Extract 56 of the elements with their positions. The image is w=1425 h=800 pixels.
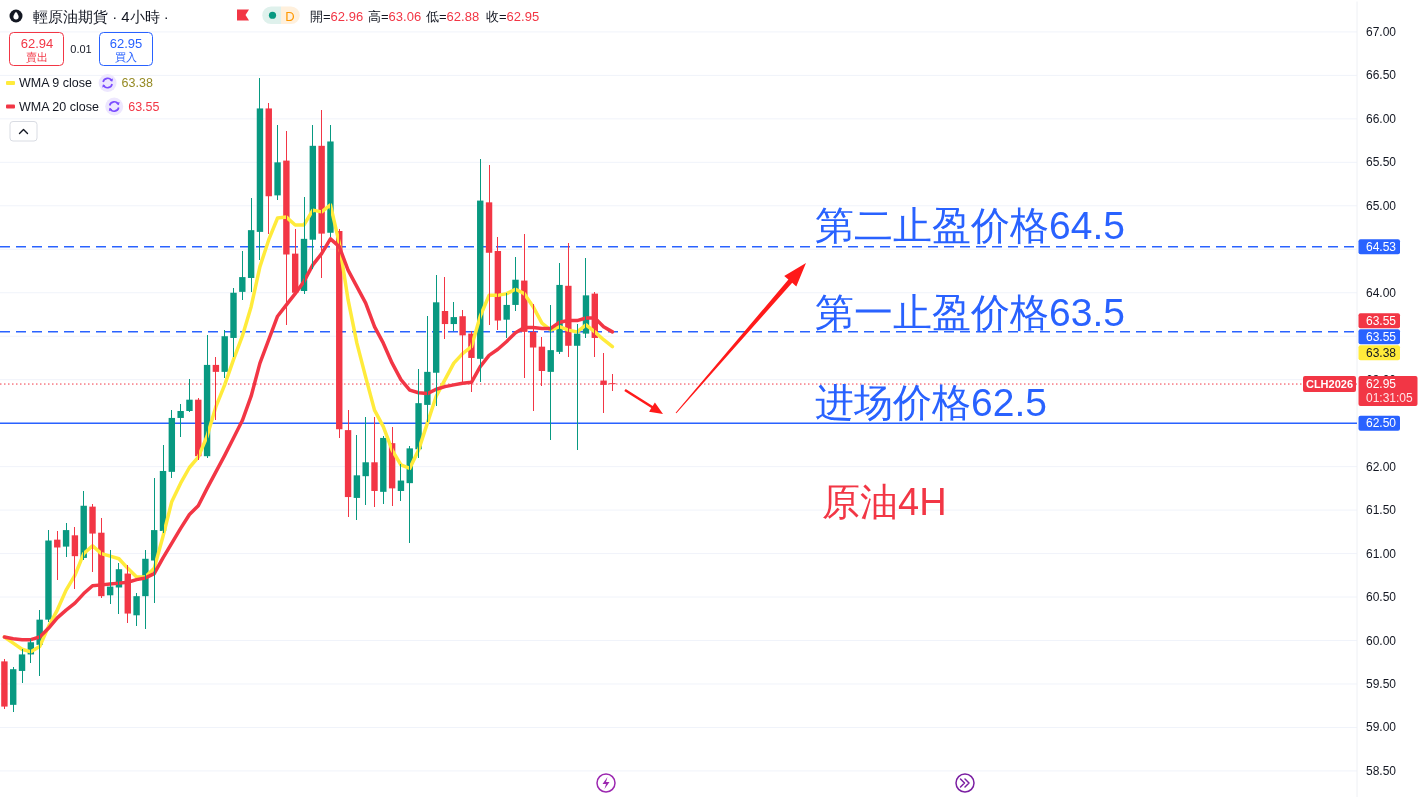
y-tick-label: 66.50 [1366,68,1397,83]
annotation: 63.55 [128,99,160,114]
legend-label: WMA 20 close [19,99,99,114]
candlestick [380,435,387,504]
annotation: 0.01 [70,42,92,55]
annotation: 賣出 [26,50,48,63]
annotation: 62.95 [109,35,143,50]
candlestick [274,125,281,201]
candlestick [133,593,140,627]
annotation: 收=62.95 [486,8,540,24]
candlestick [230,287,237,357]
chart-title: 輕原油期貨 · 4小時 · [33,7,169,25]
annotation: 高=63.06 [368,8,422,24]
annotation: 第一止盈价格63.5 [815,290,1125,334]
text: 63.55 [1366,313,1397,328]
candlestick [186,379,193,413]
candlestick [362,417,369,505]
y-tick-label: 67.00 [1366,24,1397,39]
y-tick-label: 66.00 [1366,111,1397,126]
candlestick [89,504,96,573]
annotation: 原油4H [822,481,947,523]
y-tick-label: 61.00 [1366,546,1397,561]
y-tick-label: 61.50 [1366,503,1397,518]
annotation: D [285,8,295,24]
candlestick [45,529,52,622]
y-tick-label: 65.00 [1366,198,1397,213]
y-tick-label: 60.50 [1366,590,1397,605]
y-tick-label: 64.00 [1366,285,1397,300]
annotation: 62.94 [20,35,54,50]
candlestick [221,329,228,378]
annotation: 開=62.96 [310,8,364,24]
annotation: CLH2026 [1305,378,1354,391]
legend-label: WMA 9 close [19,76,92,90]
annotation: 買入 [115,50,137,63]
candlestick [459,309,466,382]
annotation: 63.38 [121,76,153,90]
text: 01:31:05 [1366,391,1414,406]
candlestick [239,251,246,301]
y-tick-label: 62.00 [1366,459,1397,474]
ref-line-label: 63.55 [1366,329,1397,344]
candlestick [371,417,378,508]
y-tick-label: 60.00 [1366,633,1397,648]
y-tick-label: 58.50 [1366,763,1397,778]
text: 63.38 [1366,345,1397,360]
y-tick-label: 59.50 [1366,676,1397,691]
candlestick [1,659,8,709]
y-tick-label: 65.50 [1366,155,1397,170]
annotation: 进场价格62.5 [815,380,1047,424]
annotation: 第二止盈价格64.5 [815,203,1125,247]
ref-line-label: 62.95 [1366,376,1397,391]
ref-line-label: 64.53 [1366,239,1397,254]
y-tick-label: 59.00 [1366,720,1397,735]
annotation: 低=62.88 [426,8,480,24]
candlestick [503,293,510,338]
candlestick [177,403,184,437]
ref-line-label: 62.50 [1366,416,1397,431]
